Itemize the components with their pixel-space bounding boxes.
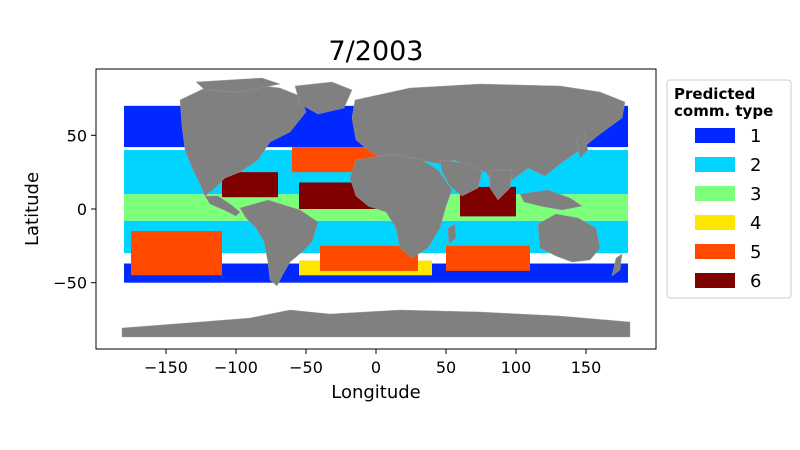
x-tick-label: 50: [436, 358, 456, 377]
legend-swatch-6: [695, 273, 735, 288]
x-axis: −150 −100 −50 0 50 100 150: [144, 349, 601, 377]
x-axis-label: Longitude: [331, 382, 421, 403]
arctic-islands-land: [195, 77, 281, 93]
india-land: [489, 169, 513, 201]
y-axis: 50 0 −50: [53, 126, 96, 293]
chart-title: 7/2003: [329, 36, 424, 67]
africa-land: [349, 153, 453, 259]
legend-label-3: 3: [750, 184, 761, 205]
legend: Predicted comm. type 1 2 3 4 5 6: [666, 79, 792, 299]
south-america-land: [239, 199, 319, 287]
new-zealand-land: [611, 253, 623, 277]
north-america-land: [179, 83, 307, 197]
community-type-6-region: [222, 172, 278, 198]
antarctica-land: [121, 309, 631, 338]
australia-land: [537, 213, 601, 263]
land-masses: [121, 77, 631, 338]
community-type-5-region: [320, 245, 418, 271]
map-plot-area: [95, 68, 657, 350]
y-tick-label: −50: [53, 274, 87, 293]
legend-title-line-1: Predicted: [674, 85, 755, 103]
legend-swatch-1: [695, 128, 735, 143]
legend-label-4: 4: [750, 213, 761, 234]
y-tick-label: 50: [67, 126, 87, 145]
community-type-5-region: [446, 245, 530, 271]
legend-label-6: 6: [750, 271, 761, 292]
legend-swatch-4: [695, 215, 735, 230]
x-tick-label: −100: [214, 358, 258, 377]
legend-swatch-5: [695, 244, 735, 259]
community-type-5-points: [131, 147, 530, 276]
legend-label-5: 5: [750, 242, 761, 263]
x-tick-label: −150: [144, 358, 188, 377]
japan-land: [575, 131, 589, 159]
legend-label-2: 2: [750, 155, 761, 176]
community-type-5-region: [131, 231, 222, 276]
y-tick-label: 0: [77, 200, 87, 219]
x-tick-label: 150: [571, 358, 602, 377]
legend-label-1: 1: [750, 126, 761, 147]
madagascar-land: [447, 223, 457, 245]
legend-swatch-2: [695, 157, 735, 172]
x-tick-label: −50: [289, 358, 323, 377]
legend-title-line-2: comm. type: [674, 102, 773, 120]
arabia-land: [439, 159, 483, 197]
x-tick-label: 0: [371, 358, 381, 377]
y-axis-label: Latitude: [22, 172, 43, 246]
southeast-asia-islands-land: [519, 189, 583, 211]
x-tick-label: 100: [501, 358, 532, 377]
legend-entries: 1 2 3 4 5 6: [695, 126, 761, 292]
central-america-land: [204, 195, 241, 217]
legend-swatch-3: [695, 186, 735, 201]
greenland-land: [294, 81, 353, 115]
